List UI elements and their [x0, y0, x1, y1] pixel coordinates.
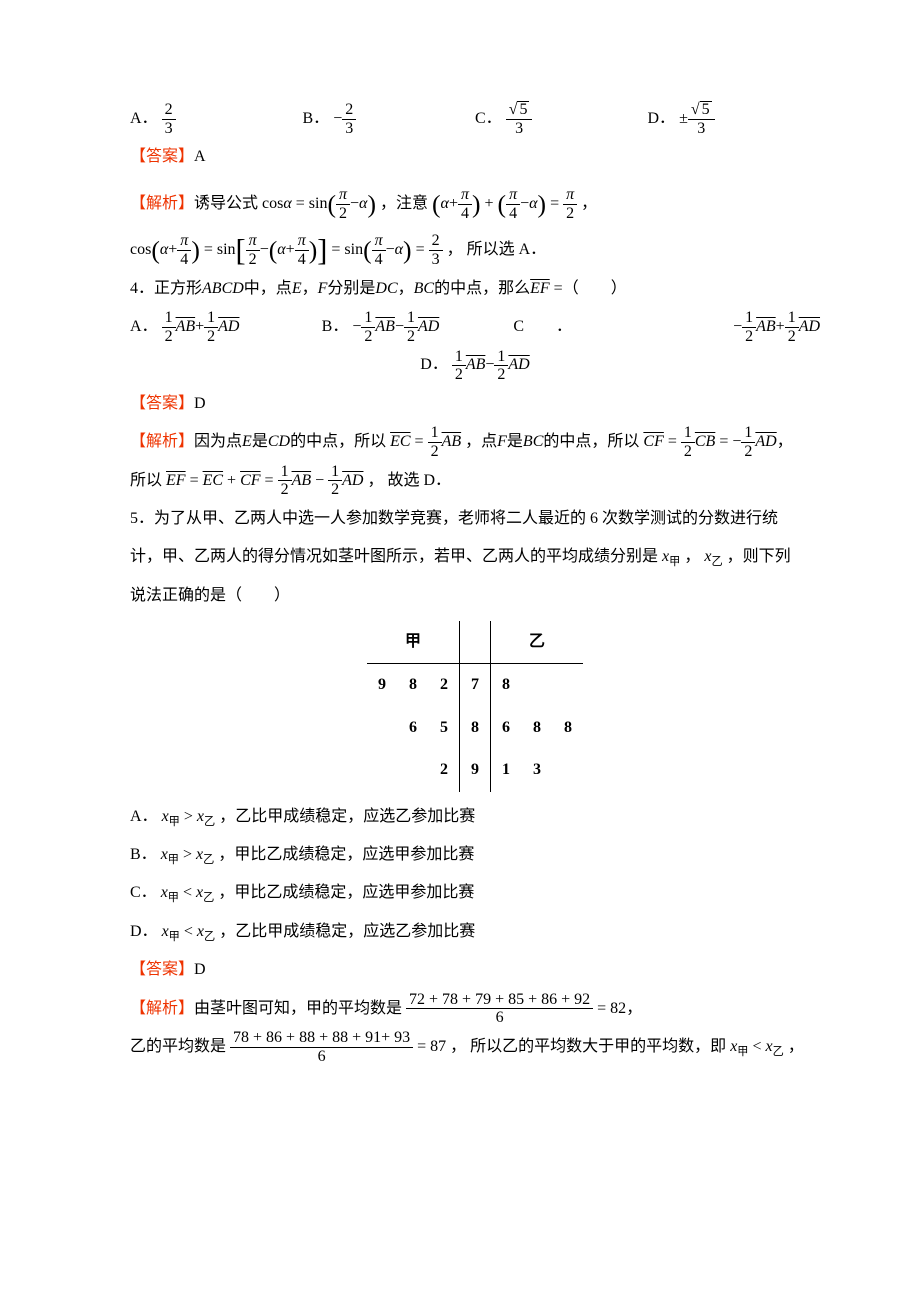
- q5-solution-1: 【解析】由茎叶图可知，甲的平均数是 72 + 78 + 79 + 85 + 86…: [130, 990, 820, 1028]
- q4-solution-2: 所以 EF = EC + CF = 12AB − 12AD ， 故选 D．: [130, 462, 820, 500]
- q4-opt-c: C ． −12AB+12AD: [513, 308, 820, 346]
- q5-opt-d: D． x甲 < x乙 ，乙比甲成绩稳定，应选乙参加比赛: [130, 913, 820, 951]
- q4-solution-1: 【解析】因为点E是CD的中点，所以 EC = 12AB ，点F是BC的中点，所以…: [130, 423, 820, 461]
- q3-opt-b: B． −23: [303, 100, 476, 138]
- q5-stem-1: 5．为了从甲、乙两人中选一人参加数学竞赛，老师将二人最近的 6 次数学测试的分数…: [130, 500, 820, 538]
- leaf-row-1: 98278: [367, 664, 583, 707]
- q3-options: A． 23 B． −23 C． √53 D． ±√53: [130, 100, 820, 138]
- label: D．: [648, 110, 676, 127]
- q5-solution-2: 乙的平均数是 78 + 86 + 88 + 88 + 91+ 936 = 87 …: [130, 1028, 820, 1066]
- q5-stem-2: 计，甲、乙两人的得分情况如茎叶图所示，若甲、乙两人的平均成绩分别是 x甲 ， x…: [130, 538, 820, 576]
- stem-leaf-plot: 甲乙 98278 658688 2913: [367, 621, 583, 792]
- leaf-row-2: 658688: [367, 707, 583, 749]
- q3-opt-a: A． 23: [130, 100, 303, 138]
- q4-answer: 【答案】D: [130, 385, 820, 423]
- q5-opt-a: A． x甲 > x乙 ，乙比甲成绩稳定，应选乙参加比赛: [130, 798, 820, 836]
- q4-stem: 4．正方形ABCD中，点E，F分别是DC，BC的中点，那么EF =（ ）: [130, 270, 820, 308]
- q5-stem-3: 说法正确的是（ ）: [130, 577, 820, 615]
- label: A．: [130, 110, 158, 127]
- q3-solution-2: cos(α+π4) = sin[π2−(α+π4)] = sin(π4−α) =…: [130, 231, 820, 269]
- q3-opt-d: D． ±√53: [648, 100, 821, 138]
- q5-answer: 【答案】D: [130, 951, 820, 989]
- q5-opt-b: B． x甲 > x乙 ，甲比乙成绩稳定，应选甲参加比赛: [130, 836, 820, 874]
- leaf-row-3: 2913: [367, 749, 583, 791]
- q3-solution-1: 【解析】诱导公式 cosα = sin(π2−α) ，注意 (α+π4) + (…: [130, 185, 820, 223]
- q4-opt-b: B． −12AB−12AD: [322, 308, 514, 346]
- label: C．: [475, 110, 502, 127]
- q5-opt-c: C． x甲 < x乙 ，甲比乙成绩稳定，应选甲参加比赛: [130, 874, 820, 912]
- q4-options-row1: A． 12AB+12AD B． −12AB−12AD C ． −12AB+12A…: [130, 308, 820, 346]
- label: B．: [303, 110, 330, 127]
- q3-opt-c: C． √53: [475, 100, 648, 138]
- q4-options-row2: D． 12AB−12AD: [130, 346, 820, 384]
- q4-opt-d: D． 12AB−12AD: [420, 356, 529, 373]
- q4-opt-a: A． 12AB+12AD: [130, 308, 322, 346]
- q3-answer: 【答案】A: [130, 138, 820, 176]
